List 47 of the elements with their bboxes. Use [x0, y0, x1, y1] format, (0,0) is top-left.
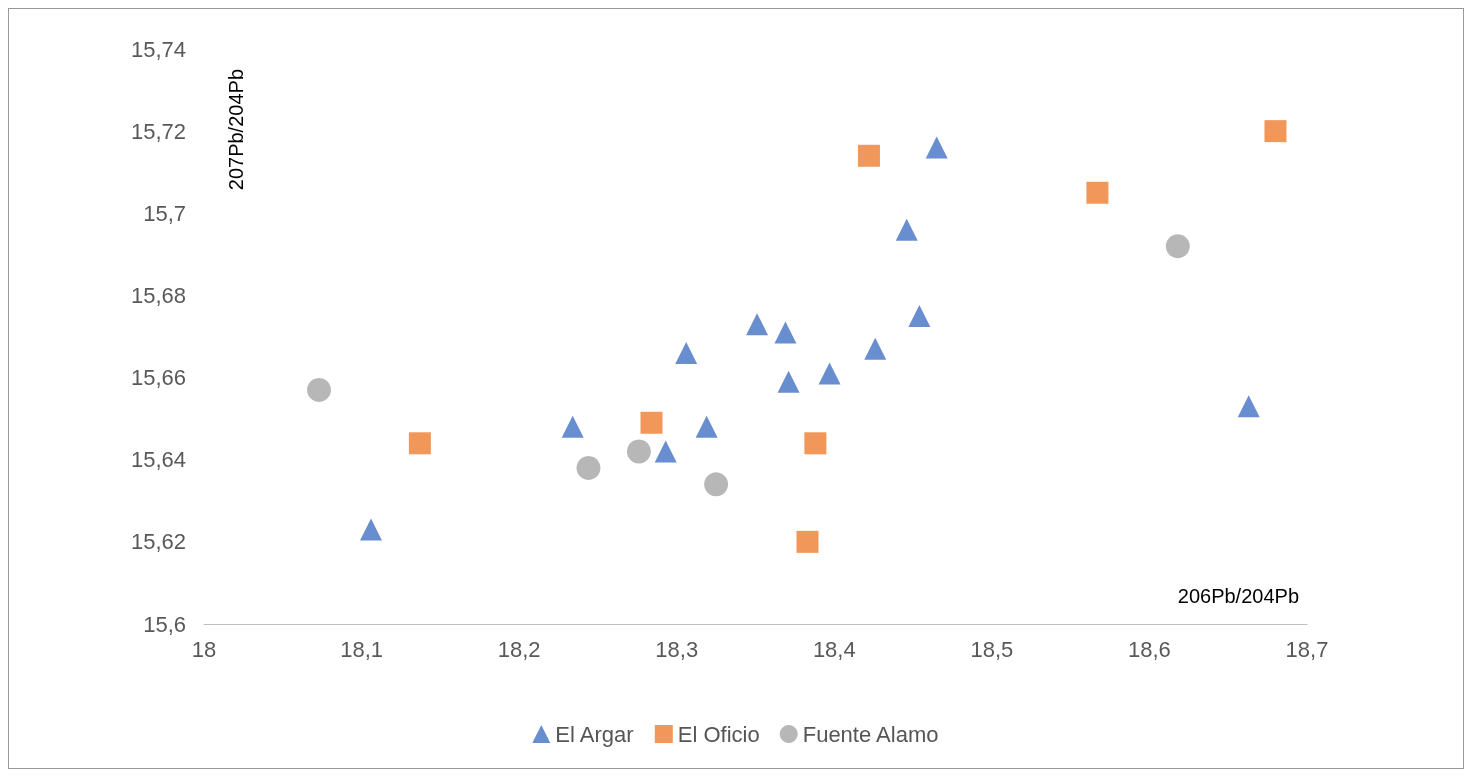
point	[804, 432, 827, 455]
point	[360, 518, 383, 541]
legend-label: Fuente Alamo	[802, 721, 939, 747]
point	[576, 455, 601, 480]
legend-label: El Oficio	[677, 721, 760, 747]
y-axis-title: 207Pb/204Pb	[225, 68, 247, 191]
point	[626, 439, 651, 464]
y-tick-label: 15,6	[143, 611, 186, 637]
x-tick-label: 18,4	[812, 636, 856, 662]
point	[695, 415, 718, 438]
point	[704, 472, 729, 497]
point	[640, 411, 663, 434]
y-tick-label: 15,7	[143, 200, 186, 226]
point	[864, 337, 887, 360]
point	[1086, 181, 1109, 204]
y-tick-label: 15,62	[130, 529, 186, 555]
y-tick-label: 15,66	[130, 365, 186, 391]
point	[408, 432, 431, 455]
point	[908, 304, 931, 327]
point	[774, 321, 797, 344]
point	[561, 415, 584, 438]
point	[1165, 234, 1190, 259]
point	[796, 530, 819, 553]
point	[925, 136, 948, 159]
point	[675, 341, 698, 364]
x-tick-label: 18,3	[655, 636, 699, 662]
point	[1264, 120, 1287, 143]
y-tick-label: 15,72	[130, 118, 186, 144]
x-tick-label: 18,6	[1128, 636, 1171, 662]
x-tick-label: 18,1	[340, 636, 383, 662]
point	[818, 362, 841, 385]
y-tick-label: 15,64	[130, 447, 186, 473]
point	[746, 313, 769, 336]
x-tick-label: 18	[191, 636, 217, 662]
point	[1237, 395, 1260, 418]
point	[857, 144, 880, 167]
legend-label: El Argar	[555, 721, 634, 747]
y-tick-label: 15,68	[130, 282, 186, 308]
x-axis-title: 206Pb/204Pb	[1177, 585, 1300, 607]
point	[654, 440, 677, 463]
point	[307, 377, 332, 402]
y-tick-label: 15,74	[130, 36, 186, 62]
point	[895, 218, 918, 241]
x-tick-label: 18,7	[1285, 636, 1329, 662]
x-tick-label: 18,5	[970, 636, 1014, 662]
point	[777, 370, 800, 393]
x-tick-label: 18,2	[497, 636, 541, 662]
